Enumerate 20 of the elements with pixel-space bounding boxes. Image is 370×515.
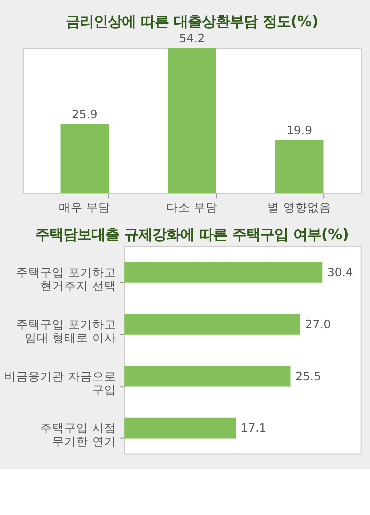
chart-title: 주택담보대출 규제강화에 따른 주택구입 여부(%)	[35, 227, 350, 244]
data-label: 27.0	[305, 317, 332, 332]
y-tick-label: 주택구입 시점 무기한 연기	[40, 421, 116, 449]
data-label: 19.9	[286, 123, 312, 138]
bar	[124, 314, 301, 335]
x-tick-label: 다소 부담	[166, 200, 218, 214]
y-tick-label: 비금융기관 자금으로 구입	[4, 369, 116, 397]
chart-title: 금리인상에 따른 대출상환부담 정도(%)	[66, 14, 319, 30]
bar	[124, 262, 323, 283]
data-label: 30.4	[327, 265, 354, 280]
x-tick-label: 별 영향없음	[268, 200, 332, 214]
data-label: 25.9	[72, 107, 98, 122]
y-tick-label: 주택구입 포기하고 현거주지 선택	[16, 265, 116, 293]
data-label: 25.5	[296, 369, 322, 384]
bar	[124, 366, 291, 387]
x-tick-label: 매우 부담	[59, 200, 111, 214]
data-label: 54.2	[179, 32, 206, 46]
bar	[124, 418, 236, 439]
y-tick-label: 주택구입 포기하고 임대 형태로 이사	[16, 317, 116, 345]
data-label: 17.1	[240, 421, 267, 436]
